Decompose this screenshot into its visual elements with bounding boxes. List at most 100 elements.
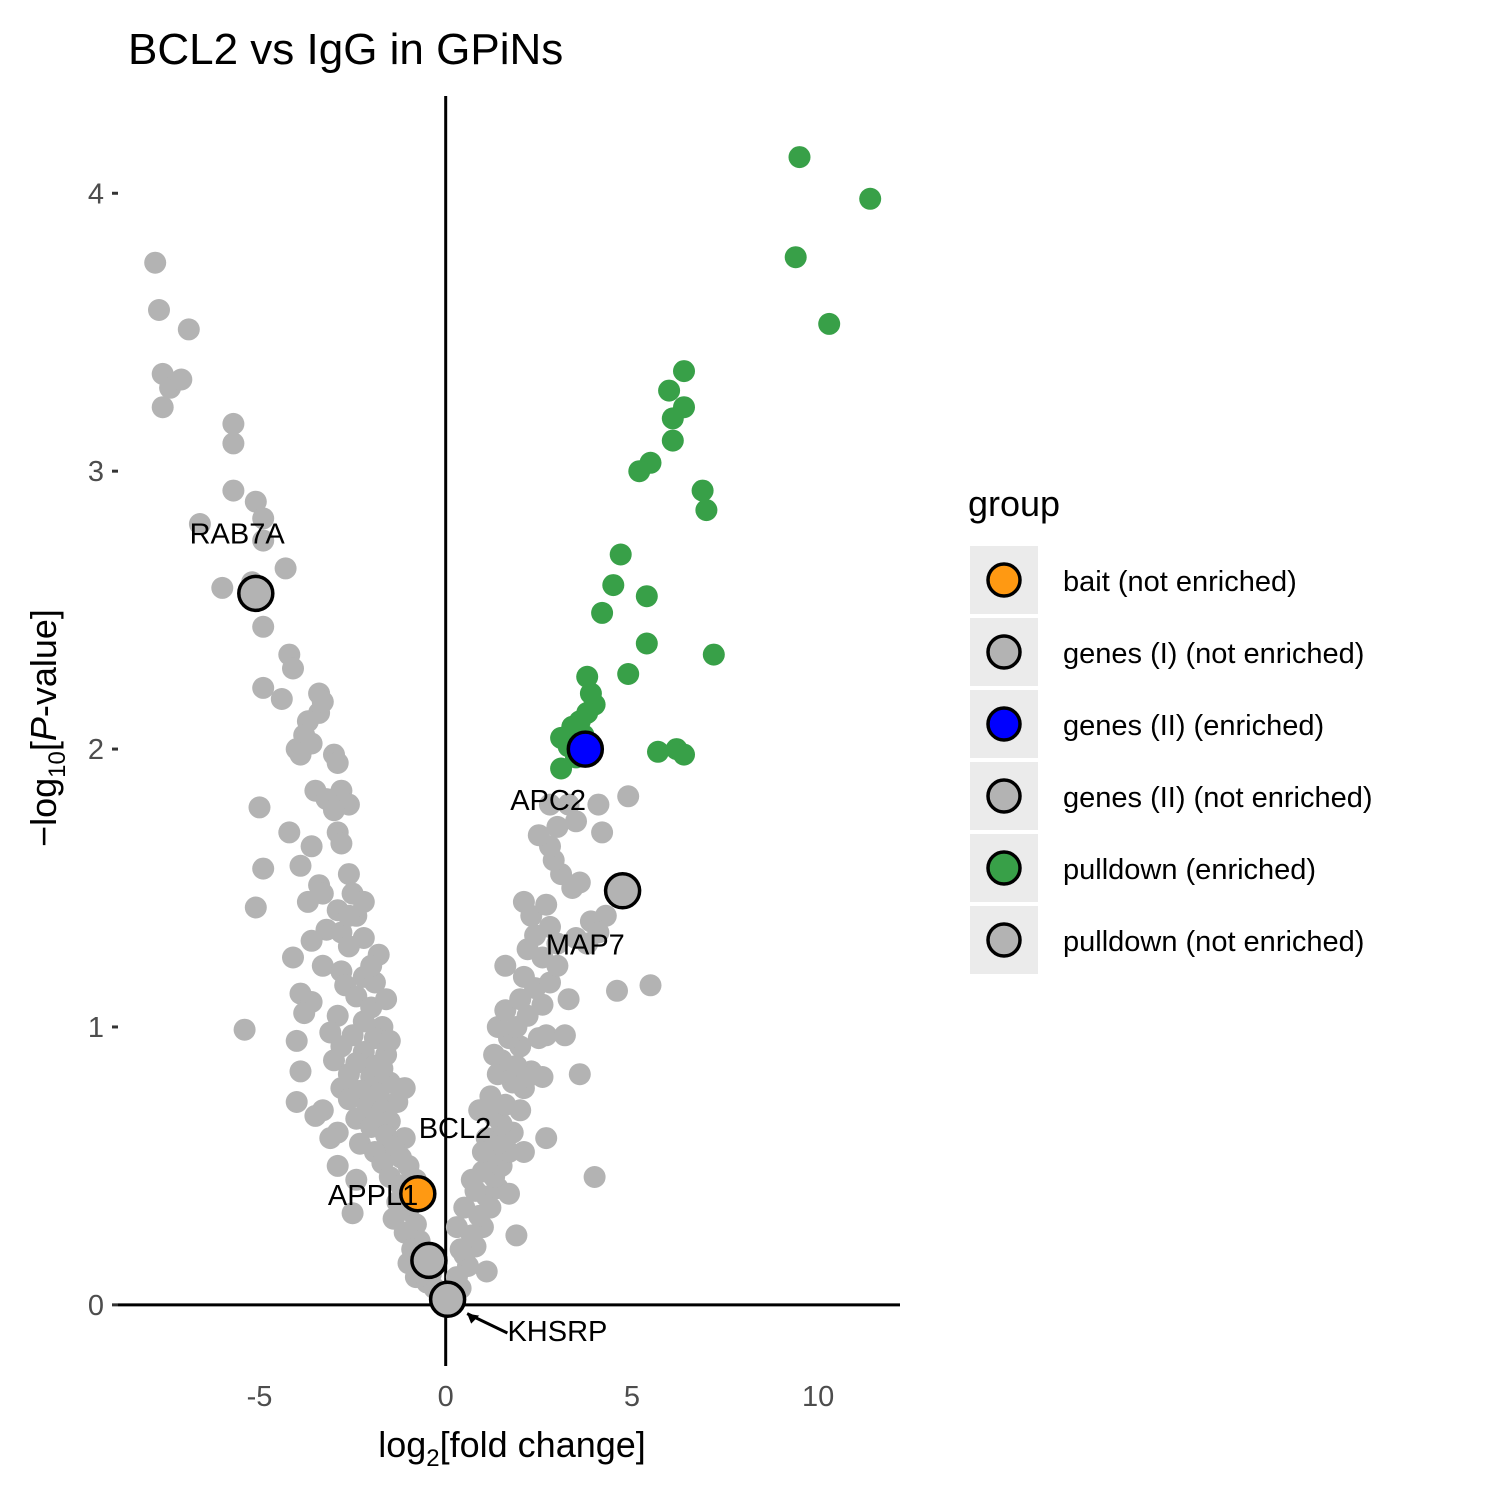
point-pulldown-enriched-19 [576, 665, 599, 688]
point-pulldown-not-enriched-83 [289, 1060, 312, 1083]
point-genes-not-enriched-2 [410, 1241, 448, 1280]
point-pulldown-not-enriched-216 [375, 988, 398, 1011]
x-axis-title: log2[fold change] [378, 1424, 646, 1472]
point-pulldown-not-enriched-17 [252, 615, 275, 638]
y-tick-label-4: 4 [88, 178, 104, 210]
legend-key-5 [986, 922, 1022, 958]
x-tick-label-1: 0 [438, 1381, 454, 1413]
point-pulldown-enriched-20 [617, 663, 640, 685]
legend-label-4: pulldown (enriched) [1063, 854, 1316, 886]
point-pulldown-enriched-13 [609, 543, 632, 566]
y-tick-label-2: 2 [88, 734, 104, 766]
point-pulldown-not-enriched-186 [512, 890, 535, 913]
point-pulldown-not-enriched-42 [289, 854, 312, 877]
point-pulldown-not-enriched-36 [323, 799, 345, 822]
point-genes-not-enriched-0 [237, 574, 275, 613]
point-pulldown-not-enriched-198 [546, 815, 569, 838]
point-pulldown-enriched-3 [818, 312, 841, 335]
x-tick-label-0: -5 [247, 1381, 273, 1413]
point-pulldown-not-enriched-12 [252, 507, 275, 530]
point-pulldown-enriched-4 [673, 360, 695, 383]
point-pulldown-not-enriched-69 [326, 1004, 349, 1027]
point-pulldown-not-enriched-162 [486, 1016, 509, 1038]
point-pulldown-enriched-31 [647, 740, 669, 763]
y-tick-label-0: 0 [88, 1290, 104, 1322]
point-pulldown-not-enriched-108 [345, 1168, 368, 1191]
point-pulldown-not-enriched-41 [330, 832, 353, 855]
point-pulldown-not-enriched-1 [148, 299, 170, 321]
point-pulldown-not-enriched-59 [311, 954, 334, 977]
point-pulldown-not-enriched-203 [587, 793, 610, 816]
point-pulldown-enriched-1 [859, 187, 882, 210]
point-pulldown-not-enriched-221 [453, 1196, 476, 1219]
point-pulldown-not-enriched-223 [460, 1168, 483, 1191]
point-pulldown-not-enriched-225 [449, 1238, 472, 1261]
point-pulldown-not-enriched-166 [568, 1063, 591, 1086]
point-pulldown-enriched-18 [702, 643, 725, 666]
point-pulldown-not-enriched-207 [583, 1166, 606, 1188]
point-pulldown-not-enriched-209 [341, 1202, 364, 1225]
point-pulldown-not-enriched-13 [252, 529, 275, 552]
point-pulldown-not-enriched-29 [300, 732, 323, 755]
point-pulldown-not-enriched-213 [337, 904, 360, 927]
legend-key-1 [986, 634, 1022, 670]
y-axis-title-subscript: 10 [44, 751, 71, 778]
y-tick-label-3: 3 [88, 456, 104, 488]
point-pulldown-not-enriched-31 [326, 752, 349, 774]
point-pulldown-enriched-30 [550, 757, 573, 780]
point-pulldown-not-enriched-202 [557, 793, 580, 816]
point-pulldown-not-enriched-8 [222, 432, 245, 455]
x-axis-title-subscript: 2 [426, 1445, 439, 1472]
x-tick-label-2: 5 [624, 1381, 640, 1413]
point-pulldown-not-enriched-179 [546, 932, 569, 955]
y-axis-title-prefix: −log [23, 778, 64, 847]
point-pulldown-not-enriched-214 [352, 890, 375, 913]
legend: group bait (not enriched) genes (I) (not … [968, 483, 1372, 974]
point-pulldown-not-enriched-40 [300, 835, 323, 858]
point-pulldown-not-enriched-200 [591, 821, 614, 844]
point-pulldown-not-enriched-177 [494, 954, 517, 977]
point-pulldown-not-enriched-226 [498, 1182, 520, 1205]
point-pulldown-enriched-17 [635, 632, 658, 655]
legend-label-5: pulldown (not enriched) [1063, 926, 1364, 958]
y-axis-title-italic: P [23, 717, 64, 741]
y-tick-label-1: 1 [88, 1012, 104, 1044]
legend-label-3: genes (II) (not enriched) [1063, 782, 1372, 814]
legend-label-1: genes (I) (not enriched) [1063, 638, 1364, 670]
point-pulldown-not-enriched-187 [535, 893, 558, 916]
point-pulldown-not-enriched-20 [252, 676, 275, 699]
point-pulldown-not-enriched-92 [285, 1091, 308, 1113]
point-label-khsrp: KHSRP [507, 1316, 607, 1348]
point-pulldown-not-enriched-194 [568, 871, 591, 894]
point-pulldown-not-enriched-7 [222, 412, 245, 435]
x-axis-title-suffix: [fold change] [440, 1424, 646, 1465]
point-pulldown-not-enriched-38 [278, 821, 301, 844]
legend-title: group [968, 483, 1060, 524]
point-pulldown-not-enriched-24 [311, 690, 334, 713]
legend-key-2 [986, 706, 1022, 742]
y-axis-title-bracket: [ [23, 741, 64, 751]
point-pulldown-not-enriched-229 [512, 1141, 535, 1163]
point-pulldown-not-enriched-172 [557, 988, 580, 1011]
point-pulldown-not-enriched-224 [471, 1141, 494, 1163]
x-axis-title-prefix: log [378, 1424, 426, 1465]
point-pulldown-not-enriched-188 [606, 979, 628, 1002]
point-pulldown-enriched-5 [658, 379, 681, 402]
point-pulldown-not-enriched-158 [483, 1043, 506, 1066]
point-pulldown-enriched-0 [788, 146, 811, 169]
point-pulldown-not-enriched-189 [639, 974, 662, 997]
label-arrowhead-5 [467, 1313, 480, 1324]
point-label-bcl2: BCL2 [419, 1113, 492, 1145]
legend-key-4 [986, 850, 1022, 886]
point-pulldown-not-enriched-90 [337, 1088, 360, 1111]
y-axis-title-suffix: -value] [23, 609, 64, 717]
axes: 0 1 2 3 4 -5 0 5 10 [88, 178, 834, 1413]
point-pulldown-not-enriched-58 [282, 946, 304, 969]
point-pulldown-not-enriched-72 [233, 1018, 256, 1041]
point-pulldown-not-enriched-43 [252, 857, 275, 880]
point-pulldown-not-enriched-215 [360, 954, 383, 977]
point-label-apc2: APC2 [510, 785, 586, 817]
point-pulldown-not-enriched-199 [565, 810, 587, 833]
point-pulldown-enriched-16 [591, 601, 614, 624]
point-pulldown-not-enriched-3 [151, 396, 174, 419]
